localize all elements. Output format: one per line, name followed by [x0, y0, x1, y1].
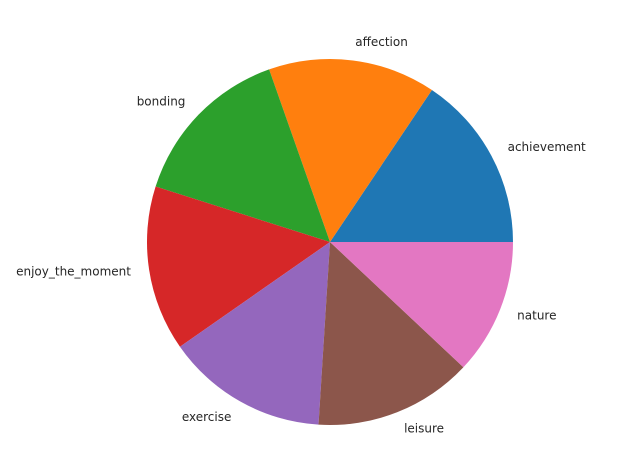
pie-slice-enjoy-the-moment: [146, 186, 330, 347]
slices-layer: [146, 58, 513, 426]
pie-label-exercise: exercise: [182, 410, 232, 424]
pie-label-enjoy-the-moment: enjoy_the_moment: [16, 265, 131, 279]
pie-label-affection: affection: [355, 35, 408, 49]
pie-label-achievement: achievement: [508, 140, 586, 154]
pie-slice-leisure: [318, 242, 464, 426]
pie-slice-exercise: [179, 242, 330, 425]
pie-slice-bonding: [155, 69, 330, 243]
pie-label-leisure: leisure: [404, 422, 444, 436]
pie-label-bonding: bonding: [137, 94, 186, 108]
pie-slice-achievement: [330, 90, 513, 242]
pie-label-nature: nature: [517, 309, 556, 323]
pie-slice-nature: [330, 242, 513, 368]
pie-slice-affection: [269, 58, 432, 243]
labels-layer: achievement affection bonding enjoy_the_mom…: [16, 35, 586, 436]
